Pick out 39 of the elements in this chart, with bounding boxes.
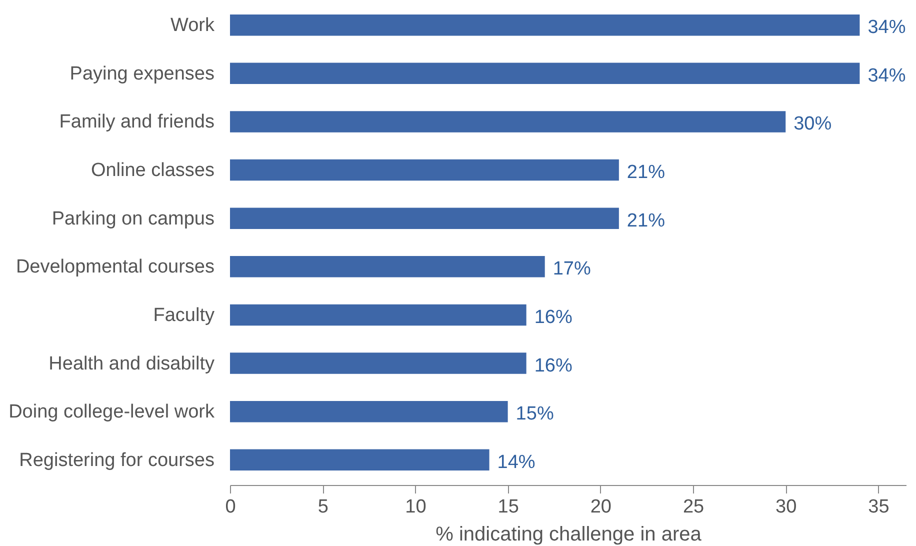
y-tick-label: Faculty bbox=[153, 304, 215, 326]
x-tick-label: 25 bbox=[682, 496, 704, 518]
data-label: 16% bbox=[534, 355, 572, 376]
data-label: 16% bbox=[534, 306, 572, 328]
data-label: 30% bbox=[794, 114, 832, 135]
y-tick-label: Work bbox=[170, 15, 215, 36]
y-tick-label: Health and disabilty bbox=[48, 353, 215, 374]
x-tick-label: 0 bbox=[225, 496, 236, 518]
x-axis-title: % indicating challenge in area bbox=[436, 524, 702, 546]
y-tick-label: Online classes bbox=[90, 160, 214, 182]
data-label: 34% bbox=[868, 17, 906, 38]
y-tick-label: Paying expenses bbox=[70, 63, 214, 84]
bar bbox=[230, 159, 619, 181]
data-label: 17% bbox=[552, 258, 591, 280]
x-tick-label: 10 bbox=[405, 496, 426, 518]
x-tick-label: 30 bbox=[776, 496, 797, 518]
bar bbox=[230, 111, 786, 132]
bar bbox=[230, 400, 508, 422]
bar bbox=[230, 449, 490, 471]
data-label: 34% bbox=[868, 65, 906, 86]
data-label: 14% bbox=[497, 452, 536, 473]
bar bbox=[230, 208, 619, 229]
x-tick-label: 20 bbox=[590, 496, 612, 518]
data-label: 21% bbox=[626, 162, 666, 184]
data-label: 21% bbox=[626, 210, 666, 232]
y-tick-label: Family and friends bbox=[59, 112, 214, 133]
bar bbox=[230, 256, 545, 278]
bar bbox=[230, 304, 526, 326]
x-tick-label: 15 bbox=[498, 496, 519, 518]
bar bbox=[230, 352, 526, 374]
data-label: 15% bbox=[516, 404, 554, 425]
bar bbox=[230, 14, 860, 36]
x-tick-label: 5 bbox=[318, 496, 328, 518]
y-tick-label: Registering for courses bbox=[19, 450, 214, 471]
y-tick-label: Parking on campus bbox=[52, 208, 214, 230]
y-tick-label: Doing college-level work bbox=[8, 402, 215, 423]
y-tick-label: Developmental courses bbox=[16, 256, 214, 278]
x-tick-label: 35 bbox=[868, 496, 890, 518]
bar bbox=[230, 62, 860, 84]
